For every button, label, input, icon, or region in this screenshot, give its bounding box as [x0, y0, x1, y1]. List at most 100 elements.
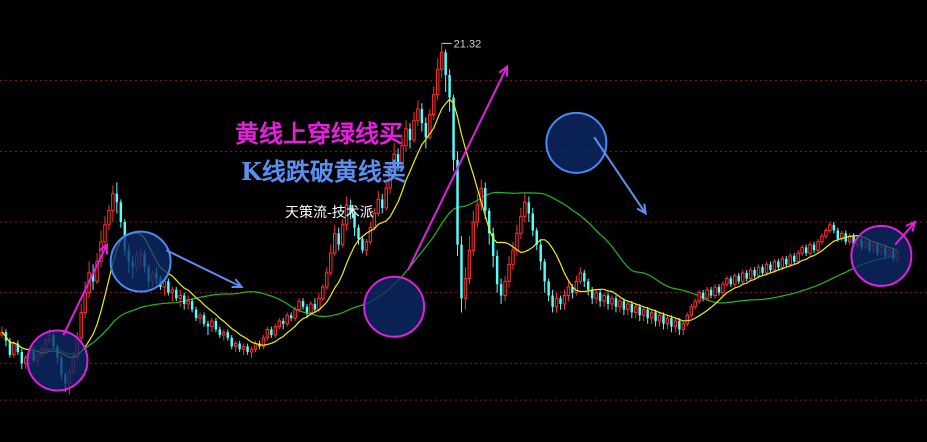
candle-body [233, 343, 238, 347]
candle-body [214, 320, 218, 330]
buy-rule-text: 黄线上穿绿线买 [235, 119, 403, 148]
buy-signal-circle [26, 329, 89, 392]
candle-body [388, 170, 392, 189]
candle-body [273, 326, 278, 336]
candle-body [662, 315, 665, 324]
candle-body [103, 224, 107, 243]
candle-body [614, 298, 618, 307]
candle-body [206, 323, 210, 327]
candle-body [551, 295, 554, 307]
signal-circles [26, 111, 913, 392]
trend-arrowhead [636, 203, 647, 216]
trend-arrowhead [98, 242, 108, 255]
candle-body [253, 343, 258, 350]
candle-body [543, 261, 546, 282]
candle-body [804, 247, 808, 254]
green-ma-line [1, 191, 898, 355]
candle-body [99, 241, 103, 263]
candle-body [606, 295, 610, 304]
candle-body [400, 145, 404, 166]
candle-body [190, 301, 194, 310]
candle-body [175, 289, 178, 299]
green-moving-average [1, 191, 898, 355]
candle-body [701, 292, 705, 299]
sell-rule-text: K线跌破黄线卖 [241, 157, 406, 186]
candle-body [796, 252, 800, 263]
candle-body [285, 314, 289, 325]
candle-body [507, 263, 511, 282]
candle-body [705, 289, 709, 299]
candle-body [467, 249, 472, 280]
candle-body [769, 264, 772, 271]
candle-body [717, 287, 721, 293]
candle-body [523, 201, 527, 217]
peak-label: 21.32 [454, 38, 482, 50]
candle-body [384, 187, 388, 209]
candle-body [289, 315, 293, 319]
candle-body [820, 235, 824, 243]
candle-body [416, 108, 420, 121]
candle-body [261, 337, 266, 347]
candle-body [780, 258, 785, 268]
candle-body [729, 278, 733, 285]
candle-body [709, 289, 713, 296]
candle-body [618, 300, 622, 308]
candle-body [670, 318, 673, 327]
candle-body [725, 278, 729, 285]
candle-body [20, 352, 24, 364]
candle-body [559, 298, 562, 304]
candle-body [408, 128, 412, 141]
candle-body [404, 128, 408, 147]
candle-body [420, 108, 424, 124]
candle-body [344, 204, 349, 226]
candle-body [761, 267, 764, 273]
candle-body [119, 202, 123, 222]
candle-body [249, 348, 254, 353]
candle-body [733, 275, 737, 285]
candle-body [622, 301, 626, 310]
sell-signal-circle [109, 230, 172, 293]
candle-body [246, 346, 249, 353]
candle-body [491, 233, 495, 256]
candle-body [571, 287, 574, 293]
candle-body [412, 119, 416, 141]
candle-body [602, 294, 606, 302]
candle-body [448, 75, 451, 98]
candle-body [428, 114, 432, 138]
candle-body [218, 329, 222, 336]
trend-arrow [894, 221, 916, 246]
candle-body [186, 300, 190, 305]
candle-body [562, 294, 567, 305]
candle-body [357, 227, 360, 239]
candle-body [424, 123, 428, 138]
candle-body [721, 283, 725, 294]
candle-body [270, 329, 273, 336]
candle-body [12, 343, 16, 356]
candle-body [737, 275, 740, 282]
candle-body [511, 249, 515, 265]
yellow-moving-average [1, 98, 898, 359]
candle-body [435, 68, 440, 96]
trend-arrows [62, 64, 917, 336]
candle-body [107, 210, 111, 226]
candle-body [610, 297, 614, 305]
candle-body [364, 241, 369, 251]
candle-body [198, 314, 202, 319]
candle-body [785, 258, 788, 265]
candle-body [594, 292, 598, 299]
candle-body [452, 97, 455, 160]
candle-body [539, 244, 542, 262]
candle-body [230, 337, 233, 347]
candle-body [202, 315, 206, 324]
candle-body [329, 252, 333, 274]
candle-body [681, 323, 686, 330]
candle-body [527, 202, 531, 214]
candle-body [91, 272, 95, 282]
candle-body [665, 317, 670, 325]
candle-body [678, 320, 681, 330]
candle-body [167, 281, 170, 293]
candle-body [182, 295, 186, 304]
candle-body [657, 314, 662, 322]
candle-body [111, 193, 115, 212]
